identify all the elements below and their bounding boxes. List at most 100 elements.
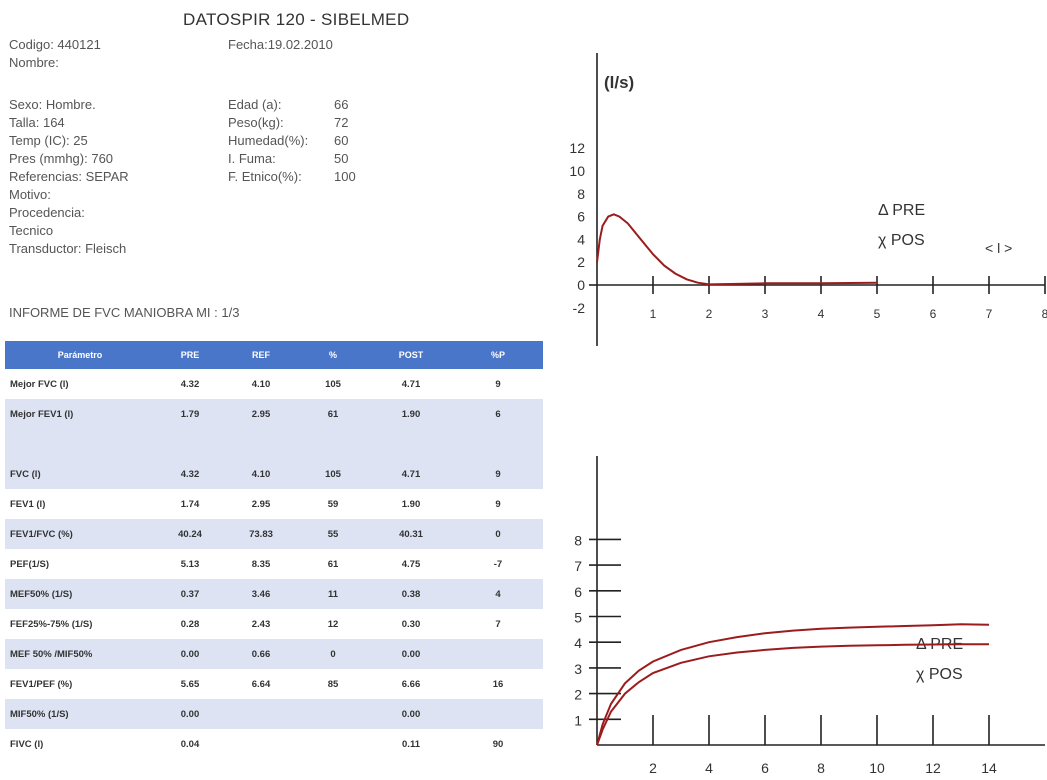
label-peso: Peso(kg): (228, 115, 284, 130)
value-cell (155, 429, 225, 459)
table-row: FEV1/PEF (%) 5.65 6.64 85 6.66 16 (5, 669, 543, 699)
value-cell: 9 (453, 489, 543, 519)
volume-legend-pos: χ POS (916, 666, 963, 683)
parameter-cell: MIF50% (1/S) (5, 699, 155, 729)
flow-ytick-label: 12 (569, 140, 585, 156)
value-cell (225, 729, 297, 759)
flow-curve (596, 213, 878, 286)
value-cell: 0.66 (225, 639, 297, 669)
volume-xtick-label: 14 (981, 760, 997, 776)
flow-xtick-label: 3 (762, 307, 769, 321)
table-row: FEV1/FVC (%) 40.24 73.83 55 40.31 0 (5, 519, 543, 549)
patient-referencias: Referencias: SEPAR (9, 169, 129, 184)
patient-pres: Pres (mmhg): 760 (9, 151, 114, 166)
value-cell: 0.04 (155, 729, 225, 759)
volume-ytick-label: 8 (574, 532, 582, 548)
volume-ytick-label: 3 (574, 661, 582, 677)
patient-left-info: Sexo: Hombre. Talla: 164 Temp (IC): 25 P… (9, 96, 129, 258)
volume-ytick-label: 2 (574, 687, 582, 703)
value-cell: 4.32 (155, 369, 225, 399)
value-cell: 55 (297, 519, 369, 549)
flow-ytick-label: 0 (577, 277, 585, 293)
value-cell (453, 429, 543, 459)
value-cell: 1.79 (155, 399, 225, 429)
value-cell: 4.10 (225, 369, 297, 399)
flow-ylabel: (l/s) (604, 73, 634, 92)
volume-ytick-label: 7 (574, 558, 582, 574)
value-cell: 5.65 (155, 669, 225, 699)
flow-ytick-label: 10 (569, 163, 585, 179)
volume-ytick-label: 6 (574, 584, 582, 600)
value-cell: 3.46 (225, 579, 297, 609)
patient-sexo: Sexo: Hombre. (9, 97, 96, 112)
value-cell: 73.83 (225, 519, 297, 549)
value-cell: 4.32 (155, 459, 225, 489)
table-row: FEF25%-75% (1/S) 0.28 2.43 12 0.30 7 (5, 609, 543, 639)
label-etnico: F. Etnico(%): (228, 169, 302, 184)
parameter-cell: FEF25%-75% (1/S) (5, 609, 155, 639)
volume-xtick-label: 8 (817, 760, 825, 776)
parameter-cell: MEF50% (1/S) (5, 579, 155, 609)
value-cell: 61 (297, 399, 369, 429)
value-cell: 0.00 (155, 699, 225, 729)
volume-xtick-label: 2 (649, 760, 657, 776)
patient-right-values: 66 72 60 50 100 (334, 96, 356, 186)
parameter-cell: Mejor FVC (l) (5, 369, 155, 399)
header-percent-post: %P (453, 341, 543, 369)
value-cell: 4.75 (369, 549, 453, 579)
value-cell: 9 (453, 459, 543, 489)
value-cell: 0 (297, 639, 369, 669)
value-cell: 1.90 (369, 489, 453, 519)
patient-temp: Temp (IC): 25 (9, 133, 88, 148)
patient-talla: Talla: 164 (9, 115, 65, 130)
value-cell: 1.90 (369, 399, 453, 429)
flow-xtick-label: 1 (650, 307, 657, 321)
flow-ytick-label: 2 (577, 254, 585, 270)
codigo-field: Codigo: 440121 (9, 37, 101, 52)
value-cell: 4.71 (369, 369, 453, 399)
flow-xtick-label: 2 (706, 307, 713, 321)
parameter-cell: PEF(1/S) (5, 549, 155, 579)
table-row (5, 429, 543, 459)
parameter-cell: Mejor FEV1 (l) (5, 399, 155, 429)
value-cell: 6 (453, 399, 543, 429)
table-row: PEF(1/S) 5.13 8.35 61 4.75 -7 (5, 549, 543, 579)
value-cell: 0.00 (369, 699, 453, 729)
value-edad: 66 (334, 97, 349, 112)
value-cell: 40.31 (369, 519, 453, 549)
flow-xtick-label: 4 (818, 307, 825, 321)
value-cell (297, 429, 369, 459)
parameter-cell: MEF 50% /MIF50% (5, 639, 155, 669)
flow-legend-pre: Δ PRE (878, 202, 925, 219)
parameter-cell: FVC (l) (5, 459, 155, 489)
value-cell: 9 (453, 369, 543, 399)
header-parametro: Parámetro (5, 341, 155, 369)
volume-xtick-label: 4 (705, 760, 713, 776)
flow-xunit-label: < l > (985, 240, 1012, 256)
volume-ytick-label: 1 (574, 712, 582, 728)
table-row: Mejor FVC (l) 4.32 4.10 105 4.71 9 (5, 369, 543, 399)
fecha-field: Fecha:19.02.2010 (228, 37, 333, 52)
header-ref: REF (225, 341, 297, 369)
table-row: Mejor FEV1 (l) 1.79 2.95 61 1.90 6 (5, 399, 543, 429)
volume-xtick-label: 10 (869, 760, 885, 776)
value-cell: 0.11 (369, 729, 453, 759)
flow-xtick-label: 6 (930, 307, 937, 321)
value-peso: 72 (334, 115, 349, 130)
value-cell: 6.66 (369, 669, 453, 699)
value-cell: 0.28 (155, 609, 225, 639)
table-header-row: Parámetro PRE REF % POST %P (5, 341, 543, 369)
volume-ytick-label: 4 (574, 635, 582, 651)
report-title: DATOSPIR 120 - SIBELMED (183, 10, 410, 29)
value-cell: 5.13 (155, 549, 225, 579)
patient-procedencia: Procedencia: (9, 205, 85, 220)
flow-xtick-label: 5 (874, 307, 881, 321)
results-table: Parámetro PRE REF % POST %P Mejor FVC (l… (5, 341, 543, 759)
parameter-cell: FEV1 (l) (5, 489, 155, 519)
value-cell: 7 (453, 609, 543, 639)
value-cell: 11 (297, 579, 369, 609)
value-cell: 4.10 (225, 459, 297, 489)
parameter-cell: FEV1/PEF (%) (5, 669, 155, 699)
value-cell: 105 (297, 369, 369, 399)
